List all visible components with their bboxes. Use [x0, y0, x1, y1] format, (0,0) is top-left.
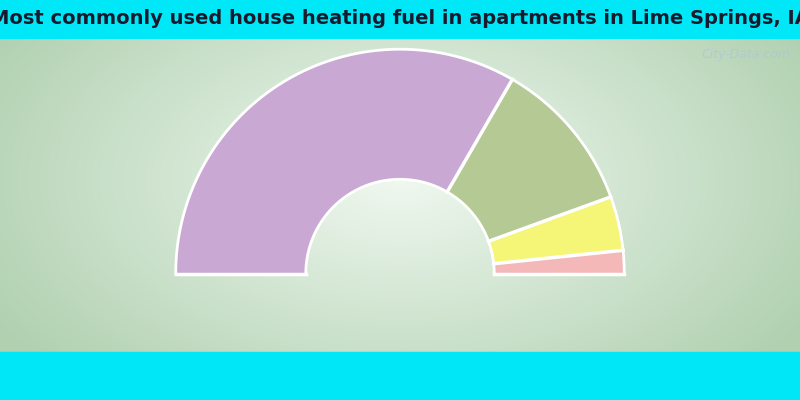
Polygon shape	[489, 197, 623, 264]
Polygon shape	[176, 49, 512, 274]
Text: Most commonly used house heating fuel in apartments in Lime Springs, IA: Most commonly used house heating fuel in…	[0, 10, 800, 28]
Text: City-Data.com: City-Data.com	[701, 48, 790, 61]
Polygon shape	[447, 79, 610, 241]
Polygon shape	[494, 250, 624, 274]
